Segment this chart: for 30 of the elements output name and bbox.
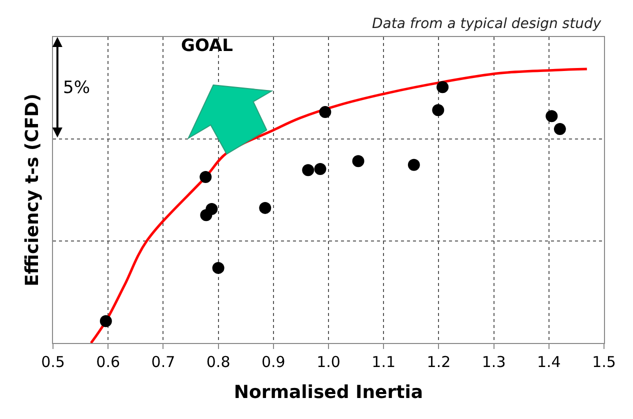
point [302,164,314,176]
x-axis-title: Normalised Inertia [234,382,424,404]
point [432,104,444,116]
text: GOAL [181,36,234,56]
point [546,110,558,122]
point [100,315,112,328]
point [554,123,566,136]
point [200,170,212,183]
x-tick-label: 0.5 [41,353,65,371]
x-tick-label: 1.1 [372,353,396,371]
point [436,81,449,94]
text: Data from a typical design study [372,16,602,32]
point [259,202,272,214]
x-tick-label: 1.4 [536,353,561,371]
point [314,163,326,176]
x-tick-label: 1.2 [426,353,451,371]
point [200,209,212,222]
x-tick-label: 0.9 [261,353,286,371]
x-tick-label: 0.7 [151,353,176,371]
x-tick-label: 0.8 [206,353,230,371]
x-tick-label: 1.3 [482,353,506,371]
x-tick-label: 1.5 [592,353,616,371]
point [352,155,364,168]
point [319,106,332,118]
point [408,158,420,171]
point [212,262,224,274]
x-tick-label: 0.6 [96,353,120,371]
annotation: 5% [63,78,90,98]
x-tick-label: 1.0 [316,353,340,371]
y-axis-title: Efficiency t-s (CFD) [22,94,44,286]
